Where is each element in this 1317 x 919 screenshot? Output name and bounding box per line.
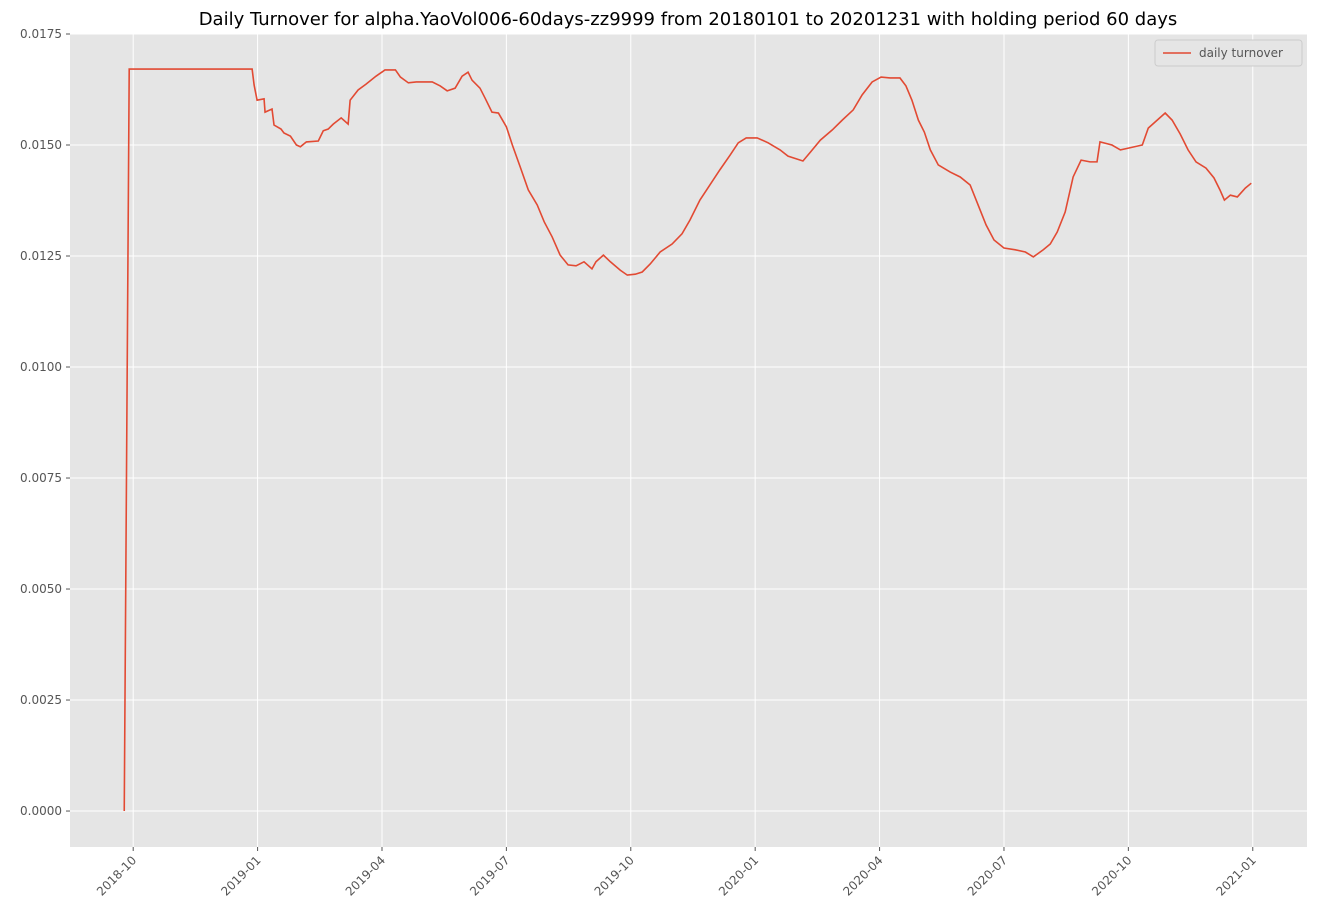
x-tick-label: 2018-10 [94,853,139,898]
y-tick-label: 0.0075 [20,471,62,485]
y-tick-label: 0.0050 [20,582,62,596]
y-tick-label: 0.0100 [20,360,62,374]
x-tick-label: 2019-10 [592,853,637,898]
y-tick-label: 0.0125 [20,249,62,263]
x-tick-label: 2019-07 [467,853,512,898]
legend-label: daily turnover [1199,46,1283,60]
plot-area [70,34,1307,847]
x-tick-label: 2020-07 [965,853,1010,898]
x-tick-label: 2019-01 [218,853,263,898]
x-tick-label: 2020-10 [1089,853,1134,898]
line [123,68,1252,812]
x-tick-label: 2019-04 [343,853,388,898]
y-tick-label: 0.0175 [20,27,62,41]
x-tick-label: 2021-01 [1214,853,1259,898]
legend-box [1154,39,1303,67]
legend: daily turnover [1154,39,1303,67]
chart-title: Daily Turnover for alpha.YaoVol006-60day… [199,9,1178,30]
y-tick-label: 0.0025 [20,693,62,707]
y-tick-label: 0.0150 [20,138,62,152]
y-tick-label: 0.0000 [20,804,62,818]
x-tick-label: 2020-04 [840,853,885,898]
x-tick-label: 2020-01 [716,853,761,898]
